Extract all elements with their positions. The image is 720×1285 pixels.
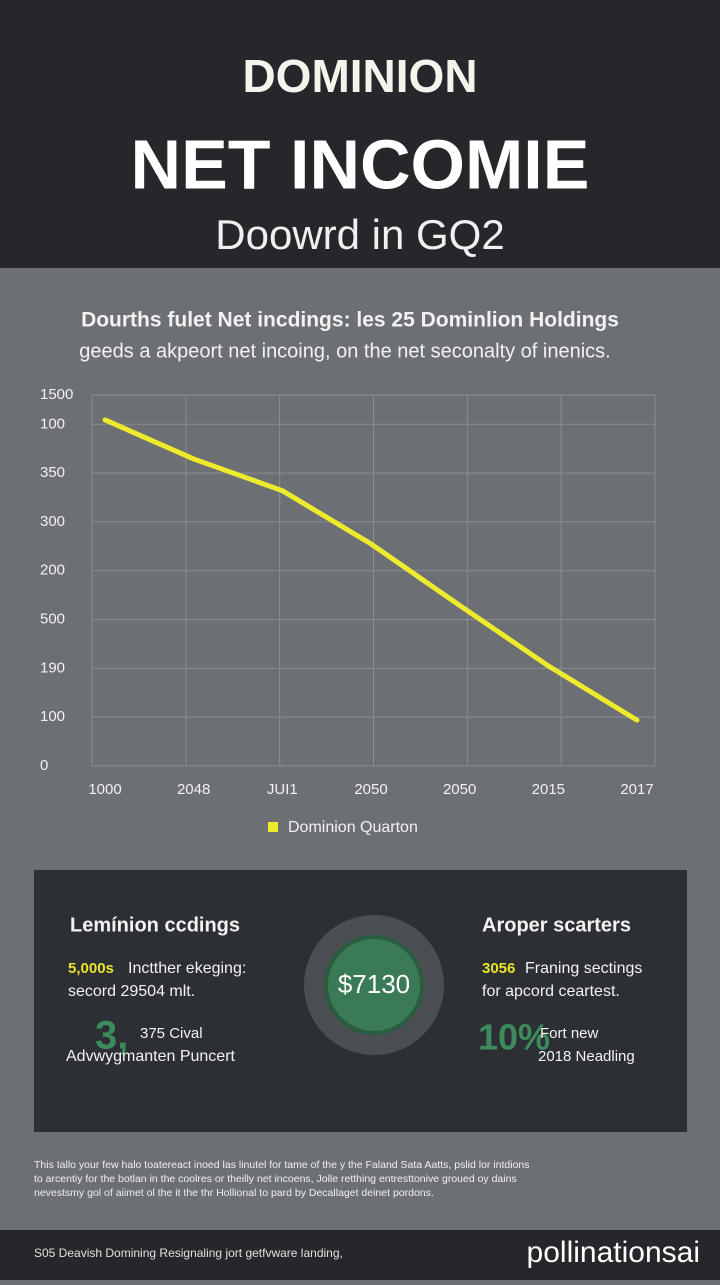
footnote: This Iallo your few halo toatereact inoe…: [34, 1159, 530, 1171]
x-tick-label: 2015: [532, 781, 565, 798]
legend-label: Dominion Quarton: [288, 819, 418, 836]
y-tick-label: 1500: [40, 386, 73, 403]
intro: Dourths fulet Net incdings: les 25 Domin…: [81, 309, 619, 332]
card-text: Fort new: [540, 1025, 599, 1042]
card-highlight: 5,000s: [68, 960, 114, 977]
y-tick-label: 200: [40, 562, 65, 579]
card-highlight: 3056: [482, 960, 515, 977]
y-tick-label: 350: [40, 464, 65, 481]
x-tick-label: 1000: [88, 781, 121, 798]
card-big: 3,: [95, 1014, 128, 1058]
chart: 0 100 190 500 200 300 350 100 1500 1000 2048 JUI1 20…: [40, 386, 656, 836]
x-tick-label: 2017: [620, 781, 653, 798]
footnote: to arcentiy for the botlan in the coolre…: [34, 1173, 517, 1185]
card-text: for apcord ceartest.: [482, 983, 620, 1000]
card-text: 375 Cival: [140, 1025, 203, 1042]
y-tick-label: 500: [40, 611, 65, 628]
watermark: pollinationsai: [527, 1236, 700, 1269]
card-text: Franing sectings: [525, 960, 642, 977]
y-tick-label: 190: [40, 659, 65, 676]
footer-bg: [0, 1230, 720, 1280]
y-tick-label: 100: [40, 708, 65, 725]
footer-text: S05 Deavish Domining Resignaling jort ge…: [34, 1246, 343, 1260]
y-tick-label: 100: [40, 415, 65, 432]
card-heading: Aroper scarters: [482, 914, 631, 936]
x-tick-label: 2048: [177, 781, 210, 798]
header-bg: [0, 0, 720, 268]
title: NET INCOMIE: [131, 125, 590, 203]
badge-value: $7130: [338, 969, 410, 999]
x-tick-label: JUI1: [267, 781, 298, 798]
card-big: 10%: [478, 1017, 550, 1058]
subtitle: Doowrd in GQ2: [215, 211, 504, 258]
badge: [324, 935, 424, 1035]
card-heading: Lemínion ccdings: [70, 914, 240, 936]
card-text: secord 29504 mlt.: [68, 983, 195, 1000]
brand: DOMINION: [242, 50, 477, 102]
intro: geeds a akpeort net incoing, on the net …: [79, 340, 610, 362]
x-tick-label: 2050: [354, 781, 387, 798]
card-text: 2018 Neadling: [538, 1048, 635, 1065]
line: [102, 417, 640, 723]
y-tick-label: 0: [40, 757, 48, 774]
footnote: nevestsmy gol of aiimet ol the it the th…: [34, 1187, 434, 1199]
y-tick-label: 300: [40, 513, 65, 530]
card-text: Inctther ekeging:: [128, 960, 246, 977]
x-tick-label: 2050: [443, 781, 476, 798]
card-text: Advwygmanten Puncert: [66, 1048, 236, 1065]
legend-swatch: [268, 822, 278, 832]
